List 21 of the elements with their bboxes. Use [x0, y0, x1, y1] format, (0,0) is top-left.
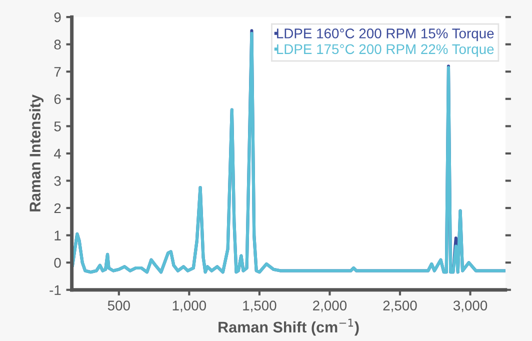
- y-tick-label: 2: [54, 203, 61, 214]
- x-tick-label: 1,500: [243, 300, 276, 312]
- legend-label: LDPE 160°C 200 RPM 15% Torque: [277, 28, 494, 42]
- x-axis-title: Raman Shift (cm$^{−1}$): [218, 318, 359, 336]
- x-tick-label: 2,000: [313, 300, 347, 312]
- y-tick-label: -1: [50, 285, 61, 295]
- y-tick-label: 1: [54, 230, 61, 240]
- y-axis-title: Raman Intensity: [29, 94, 44, 212]
- x-tick-label: 1,000: [172, 300, 206, 312]
- x-tick-label: 2,500: [383, 300, 417, 312]
- y-tick-label: 8: [54, 40, 61, 50]
- x-tick-label: 3,000: [453, 300, 488, 312]
- y-tick-label: 0: [54, 258, 61, 268]
- y-tick-label: 6: [54, 94, 61, 104]
- y-tick-label: 3: [54, 176, 61, 186]
- x-tick-label: 500: [108, 300, 130, 310]
- y-tick-label: 4: [54, 148, 61, 158]
- y-tick-label: 5: [54, 122, 61, 132]
- y-tick-label: 7: [54, 67, 61, 77]
- y-tick-label: 9: [54, 12, 61, 22]
- legend-label: LDPE 175°C 200 RPM 22% Torque: [277, 44, 494, 57]
